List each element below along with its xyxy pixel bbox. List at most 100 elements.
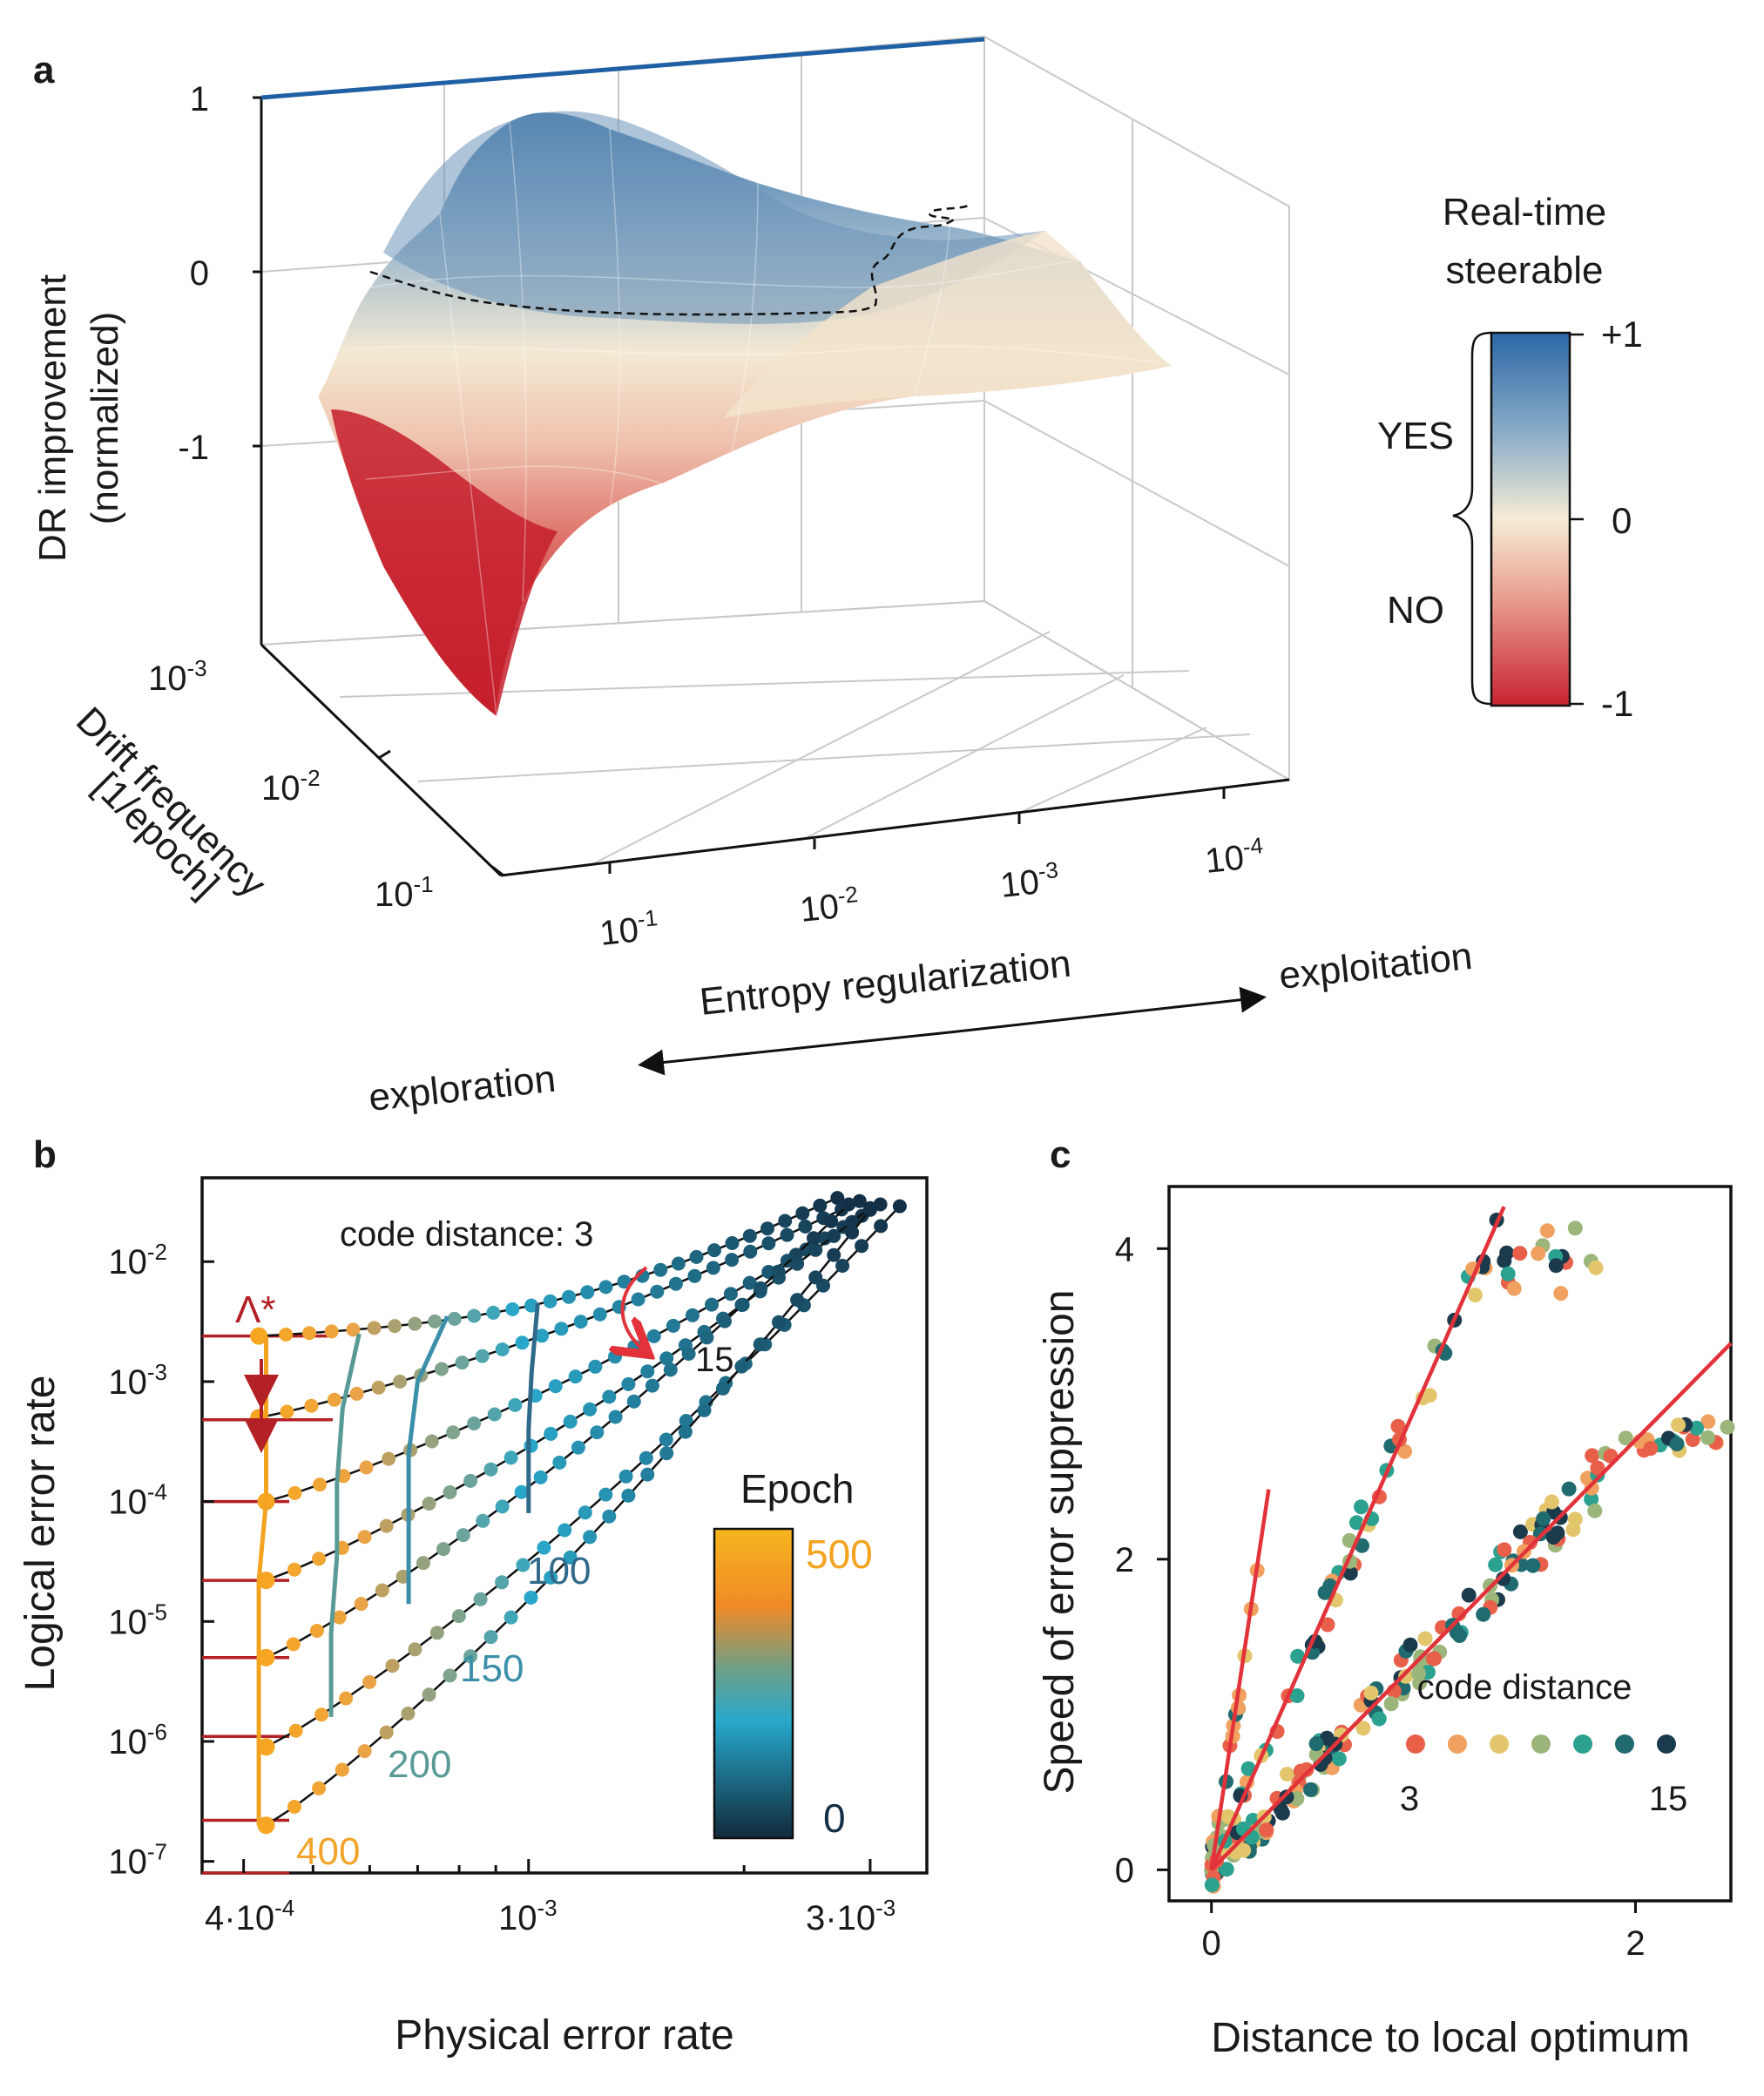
scatter-point bbox=[1506, 1281, 1522, 1296]
point-d7 bbox=[666, 1318, 680, 1333]
scatter-point bbox=[1355, 1721, 1371, 1736]
scatter-point bbox=[1588, 1260, 1604, 1275]
panel-c: c 0 2 0 2 4 Distance to local optimum Speed … bbox=[1037, 1133, 1735, 2061]
scatter-point bbox=[1488, 1557, 1504, 1572]
point-d5 bbox=[327, 1392, 341, 1407]
epoch-label-400: 400 bbox=[296, 1830, 360, 1873]
panel-c-frame bbox=[1167, 1185, 1733, 1903]
point-d3 bbox=[408, 1316, 422, 1331]
point-d3 bbox=[830, 1191, 845, 1206]
point-d9 bbox=[583, 1402, 598, 1416]
point-d11 bbox=[456, 1528, 470, 1543]
scatter-point bbox=[1584, 1491, 1599, 1507]
point-d15 bbox=[790, 1293, 805, 1308]
scatter-point bbox=[1354, 1499, 1369, 1515]
point-d3 bbox=[388, 1319, 402, 1334]
epoch-colorbar bbox=[713, 1527, 794, 1840]
point-d13 bbox=[558, 1523, 572, 1538]
z-tick-0: 0 bbox=[190, 254, 209, 293]
point-d7 bbox=[723, 1287, 738, 1302]
point-d13 bbox=[618, 1469, 633, 1484]
scatter-point bbox=[1561, 1481, 1577, 1497]
point-d15 bbox=[697, 1403, 712, 1417]
scatter-point bbox=[1685, 1432, 1700, 1447]
c-x-tick-label: 2 bbox=[1625, 1924, 1645, 1963]
point-d11 bbox=[824, 1214, 839, 1228]
point-d13 bbox=[835, 1259, 850, 1273]
point-d11 bbox=[645, 1378, 659, 1393]
scatter-point bbox=[1669, 1437, 1685, 1451]
c-legend-title: code distance bbox=[1417, 1668, 1632, 1707]
point-d3 bbox=[725, 1236, 740, 1250]
point-d11 bbox=[332, 1610, 347, 1625]
point-d5 bbox=[725, 1253, 740, 1268]
point-d15 bbox=[845, 1225, 860, 1240]
scatter-point bbox=[1525, 1558, 1541, 1573]
scatter-point bbox=[1452, 1628, 1467, 1643]
point-d7 bbox=[548, 1379, 563, 1394]
point-d11 bbox=[626, 1394, 641, 1409]
point-d3 bbox=[467, 1308, 482, 1323]
point-d13 bbox=[892, 1199, 907, 1214]
legend-dot-d5 bbox=[1448, 1734, 1467, 1754]
scatter-point bbox=[1402, 1637, 1418, 1653]
point-d11 bbox=[718, 1314, 732, 1329]
point-d5 bbox=[515, 1335, 530, 1350]
point-d11 bbox=[754, 1281, 768, 1295]
panel-a-axes bbox=[253, 96, 1290, 877]
code-distance-label: code distance: 3 bbox=[340, 1215, 593, 1254]
point-d15 bbox=[357, 1744, 372, 1759]
scatter-point bbox=[1567, 1220, 1583, 1236]
panel-b-y-ticks: 10-2 10-3 10-4 10-5 10-6 10-7 bbox=[108, 1239, 167, 1881]
x-axis-label: Entropy regularization bbox=[698, 942, 1073, 1023]
epoch-label-150: 150 bbox=[460, 1647, 524, 1690]
point-d5 bbox=[475, 1349, 490, 1363]
steer-colorbar: Real-time steerable +1 0 -1 YES NO bbox=[1377, 191, 1643, 724]
point-d15 bbox=[862, 1202, 877, 1217]
b-x-tick-1e-3: 10-3 bbox=[498, 1895, 558, 1937]
scatter-point bbox=[1497, 1542, 1512, 1558]
surface-mesh bbox=[348, 121, 1159, 717]
point-d5 bbox=[631, 1292, 645, 1307]
panel-a-surface bbox=[260, 37, 1173, 717]
point-d15 bbox=[379, 1725, 394, 1740]
epoch-label-100: 100 bbox=[527, 1550, 591, 1592]
epoch-high-label: 500 bbox=[806, 1531, 873, 1577]
point-d7 bbox=[705, 1297, 719, 1312]
point-d15 bbox=[772, 1315, 786, 1329]
legend-dot-d11 bbox=[1573, 1734, 1592, 1754]
distance-arrow bbox=[623, 1266, 649, 1355]
point-d5 bbox=[780, 1227, 794, 1242]
point-d5 bbox=[761, 1236, 776, 1251]
b-x-tick-3e-3: 3·10-3 bbox=[806, 1895, 896, 1937]
colorbar-title-line1: Real-time bbox=[1443, 191, 1606, 233]
legend-dot-d3 bbox=[1406, 1734, 1425, 1754]
scatter-point bbox=[1584, 1480, 1599, 1496]
point-d13 bbox=[473, 1592, 488, 1606]
point-d13 bbox=[855, 1239, 869, 1254]
zero-contour bbox=[369, 204, 970, 316]
y-tick-1e-2: 10-2 bbox=[261, 765, 321, 808]
point-d13 bbox=[537, 1540, 551, 1555]
colorbar-bar bbox=[1490, 331, 1571, 707]
max-line bbox=[260, 37, 985, 100]
scatter-point bbox=[1290, 1648, 1306, 1664]
scatter-point bbox=[1497, 1253, 1512, 1268]
c-x-tick-label: 0 bbox=[1202, 1924, 1221, 1963]
scatter-point bbox=[1643, 1441, 1659, 1457]
colorbar-tick-neg: -1 bbox=[1601, 683, 1633, 724]
point-d9 bbox=[659, 1351, 674, 1366]
scatter-point bbox=[1383, 1696, 1399, 1712]
point-d11 bbox=[788, 1247, 803, 1262]
point-d5 bbox=[495, 1342, 510, 1356]
point-d13 bbox=[451, 1609, 466, 1624]
point-d3 bbox=[617, 1275, 632, 1289]
point-d5 bbox=[435, 1362, 449, 1376]
point-d3 bbox=[302, 1326, 317, 1341]
z-tick-neg1: -1 bbox=[178, 429, 209, 467]
point-d15 bbox=[483, 1630, 498, 1645]
point-d5 bbox=[650, 1284, 665, 1299]
fit-line-0 bbox=[1209, 1489, 1271, 1870]
b-y-tick-label: 10-6 bbox=[108, 1719, 167, 1761]
point-d9 bbox=[357, 1530, 372, 1545]
